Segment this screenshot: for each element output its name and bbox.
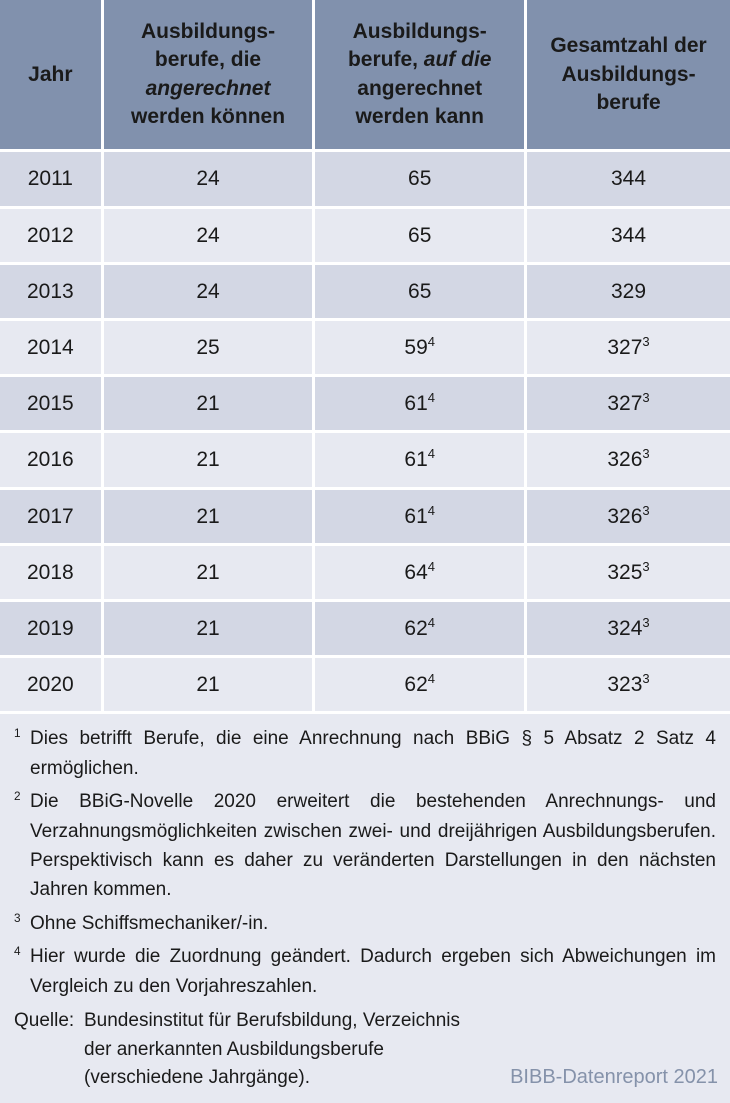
table-header: Jahr Ausbildungs-berufe, die angerechnet…: [0, 0, 730, 151]
table-row: 2019216243243: [0, 600, 730, 656]
cell-angerechnet: 25: [102, 319, 314, 375]
table-row: 2016216143263: [0, 432, 730, 488]
footnote: 2Die BBiG-Novelle 2020 erweitert die bes…: [14, 787, 716, 905]
cell-jahr: 2018: [0, 544, 102, 600]
cell-auf-die: 65: [314, 207, 526, 263]
col-header-auf-die: Ausbildungs-berufe, auf die angerechnetw…: [314, 0, 526, 151]
cell-jahr: 2017: [0, 488, 102, 544]
cell-auf-die: 614: [314, 432, 526, 488]
cell-auf-die: 65: [314, 263, 526, 319]
data-table: Jahr Ausbildungs-berufe, die angerechnet…: [0, 0, 730, 711]
table-row: 20112465344: [0, 151, 730, 207]
cell-gesamt: 3263: [526, 432, 730, 488]
cell-jahr: 2016: [0, 432, 102, 488]
cell-angerechnet: 24: [102, 151, 314, 207]
table-row: 2017216143263: [0, 488, 730, 544]
cell-angerechnet: 21: [102, 600, 314, 656]
footnote: 1Dies betrifft Berufe, die eine Anrechnu…: [14, 724, 716, 783]
cell-jahr: 2019: [0, 600, 102, 656]
cell-angerechnet: 21: [102, 376, 314, 432]
table-row: 2018216443253: [0, 544, 730, 600]
table-figure: Jahr Ausbildungs-berufe, die angerechnet…: [0, 0, 730, 1103]
cell-angerechnet: 21: [102, 544, 314, 600]
cell-auf-die: 614: [314, 376, 526, 432]
cell-angerechnet: 21: [102, 488, 314, 544]
cell-gesamt: 3273: [526, 319, 730, 375]
cell-gesamt: 344: [526, 151, 730, 207]
attribution-label: BIBB-Datenreport 2021: [510, 1062, 718, 1093]
cell-angerechnet: 24: [102, 263, 314, 319]
cell-jahr: 2013: [0, 263, 102, 319]
table-row: 20132465329: [0, 263, 730, 319]
cell-auf-die: 644: [314, 544, 526, 600]
cell-auf-die: 65: [314, 151, 526, 207]
cell-gesamt: 3243: [526, 600, 730, 656]
cell-jahr: 2015: [0, 376, 102, 432]
col-header-gesamt: Gesamtzahl derAusbildungs-berufe: [526, 0, 730, 151]
cell-angerechnet: 21: [102, 657, 314, 712]
cell-gesamt: 3253: [526, 544, 730, 600]
cell-auf-die: 614: [314, 488, 526, 544]
cell-jahr: 2012: [0, 207, 102, 263]
cell-jahr: 2011: [0, 151, 102, 207]
cell-gesamt: 329: [526, 263, 730, 319]
col-header-jahr: Jahr: [0, 0, 102, 151]
table-body: 2011246534420122465344201324653292014255…: [0, 151, 730, 711]
cell-gesamt: 3273: [526, 376, 730, 432]
cell-auf-die: 624: [314, 600, 526, 656]
table-row: 2020216243233: [0, 657, 730, 712]
cell-gesamt: 3263: [526, 488, 730, 544]
source-text: Bundesinstitut für Berufsbildung, Verzei…: [84, 1010, 460, 1088]
cell-gesamt: 344: [526, 207, 730, 263]
cell-auf-die: 624: [314, 657, 526, 712]
table-row: 20122465344: [0, 207, 730, 263]
table-row: 2014255943273: [0, 319, 730, 375]
cell-jahr: 2014: [0, 319, 102, 375]
cell-angerechnet: 24: [102, 207, 314, 263]
cell-gesamt: 3233: [526, 657, 730, 712]
cell-angerechnet: 21: [102, 432, 314, 488]
cell-auf-die: 594: [314, 319, 526, 375]
footnote: 4Hier wurde die Zuordnung geändert. Dadu…: [14, 942, 716, 1001]
source-label: Quelle:: [14, 1007, 74, 1036]
footnotes-block: 1Dies betrifft Berufe, die eine Anrechnu…: [0, 711, 730, 1102]
table-row: 2015216143273: [0, 376, 730, 432]
footnote: 3Ohne Schiffsmechaniker/-in.: [14, 909, 716, 938]
cell-jahr: 2020: [0, 657, 102, 712]
col-header-angerechnet: Ausbildungs-berufe, die angerechnet werd…: [102, 0, 314, 151]
